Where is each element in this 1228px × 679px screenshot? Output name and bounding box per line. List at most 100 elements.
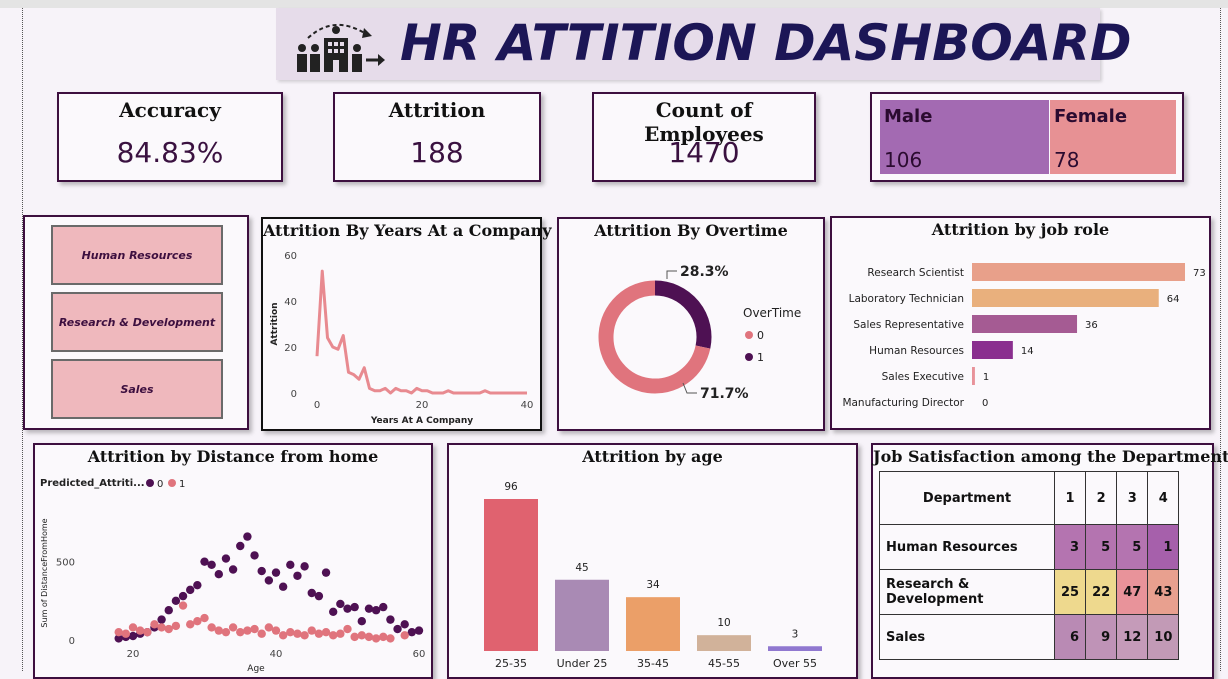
- column-header: 1: [1053, 471, 1087, 525]
- scatter-point: [121, 629, 131, 638]
- y-tick-label: 500: [56, 558, 75, 569]
- scatter-point: [293, 629, 302, 638]
- male-value: 106: [884, 148, 923, 172]
- scatter-point: [128, 631, 138, 641]
- value-cell: 1: [1147, 524, 1180, 570]
- attrition-card: Attrition 188: [333, 92, 541, 182]
- female-tile[interactable]: Female 78: [1050, 100, 1176, 174]
- category-label: 25-35: [495, 657, 527, 670]
- data-label: 14: [1021, 346, 1034, 357]
- column-header: 4: [1147, 471, 1180, 525]
- x-tick-label: 0: [314, 400, 320, 411]
- distance-chart-title: Attrition by Distance from home: [87, 447, 379, 466]
- jobsat-table: Department 1 2 3 4 Human Resources 3 5 5…: [879, 471, 1180, 660]
- y-tick-label: 0: [69, 636, 75, 647]
- scatter-point: [157, 615, 166, 624]
- left-boundary: [22, 8, 23, 671]
- bar: [972, 263, 1185, 281]
- scatter-point: [150, 620, 159, 629]
- value-cell: 3: [1053, 524, 1087, 570]
- data-label: 45: [575, 562, 588, 574]
- slice-label: 28.3%: [680, 264, 729, 280]
- jobrole-chart: Research Scientist 73 Laboratory Technicia…: [842, 263, 1206, 409]
- overtime-chart: 28.3% 71.7% OverTime 0 1: [598, 264, 801, 402]
- top-bar: [0, 0, 1228, 8]
- value-cell: 43: [1147, 569, 1180, 615]
- scatter-point: [257, 566, 266, 576]
- scatter-point: [314, 591, 324, 601]
- scatter-point: [228, 565, 238, 574]
- scatter-point: [350, 602, 359, 612]
- y-tick-label: 0: [291, 389, 297, 400]
- scatter-point: [143, 627, 152, 637]
- scatter-point: [357, 617, 366, 626]
- slicer-item-human-resources[interactable]: Human Resources: [51, 225, 223, 285]
- data-label: 96: [504, 481, 518, 493]
- gender-card: Male 106 Female 78: [870, 92, 1184, 182]
- employees-value: 1470: [668, 136, 740, 169]
- category-label: 45-55: [708, 657, 740, 670]
- value-cell: 10: [1147, 614, 1180, 660]
- scatter-point: [264, 576, 274, 585]
- bar: [697, 635, 751, 651]
- donut-slice: [654, 280, 712, 349]
- scatter-point: [329, 631, 338, 640]
- category-label: Laboratory Technician: [849, 293, 964, 305]
- x-tick-label: 20: [127, 649, 140, 660]
- table-header-row: Department 1 2 3 4: [879, 471, 1180, 525]
- scatter-point: [271, 568, 281, 577]
- x-tick-label: 40: [270, 649, 283, 660]
- scatter-point: [228, 623, 238, 632]
- scatter-point: [307, 588, 316, 598]
- category-label: Over 55: [773, 657, 817, 670]
- dept-cell: Research & Development: [879, 569, 1055, 615]
- x-tick-label: 20: [416, 400, 429, 411]
- x-axis-label: Years At A Company: [370, 416, 473, 426]
- bar: [484, 499, 538, 651]
- leader-line: [682, 382, 697, 394]
- legend-marker: [168, 479, 176, 487]
- dept-cell: Human Resources: [879, 524, 1055, 570]
- data-label: 3: [792, 628, 799, 640]
- column-header: Department: [879, 471, 1055, 525]
- slicer-item-sales[interactable]: Sales: [51, 359, 223, 419]
- bar: [972, 341, 1013, 359]
- employees-card: Count of Employees 1470: [592, 92, 816, 182]
- attrition-label: Attrition: [388, 98, 486, 122]
- scatter-point: [364, 632, 374, 642]
- scatter-point: [379, 602, 388, 612]
- bar: [626, 597, 680, 651]
- legend-title: Predicted_Attriti...: [40, 478, 145, 489]
- scatter-point: [171, 596, 181, 606]
- column-header: 3: [1116, 471, 1149, 525]
- data-label: 64: [1167, 294, 1180, 305]
- male-tile[interactable]: Male 106: [880, 100, 1049, 174]
- scatter-point: [114, 627, 123, 637]
- scatter-point: [186, 620, 195, 629]
- scatter-point: [278, 582, 288, 591]
- age-chart-title: Attrition by age: [582, 447, 723, 466]
- jobsat-title: Job Satisfaction among the Departments: [873, 447, 1228, 466]
- category-label: Sales Executive: [882, 371, 964, 383]
- bar: [972, 289, 1159, 307]
- scatter-point: [257, 629, 266, 638]
- years-chart: 0 20 40 60 0 20 40 Years At A Company Attrition: [270, 251, 533, 426]
- bar: [768, 646, 822, 651]
- legend-marker: [745, 331, 753, 339]
- scatter-point: [221, 627, 231, 637]
- scatter-point: [329, 607, 338, 616]
- slicer-item-research-development[interactable]: Research & Development: [51, 292, 223, 352]
- donut-slice: [598, 280, 711, 394]
- scatter-point: [250, 551, 259, 560]
- department-slicer: Human Resources Research & Development S…: [23, 215, 249, 430]
- overtime-chart-title: Attrition By Overtime: [594, 221, 788, 240]
- value-cell: 6: [1053, 614, 1087, 660]
- slice-label: 71.7%: [700, 386, 749, 402]
- legend-title: OverTime: [743, 306, 801, 320]
- scatter-point: [214, 626, 223, 635]
- years-chart-panel: Attrition By Years At a Company 0 20 40 60 0…: [261, 217, 552, 431]
- jobrole-chart-panel: Attrition by job role Research Scientist…: [830, 216, 1211, 430]
- scatter-point: [236, 541, 245, 551]
- accuracy-card: Accuracy 84.83%: [57, 92, 283, 182]
- scatter-point: [379, 632, 388, 642]
